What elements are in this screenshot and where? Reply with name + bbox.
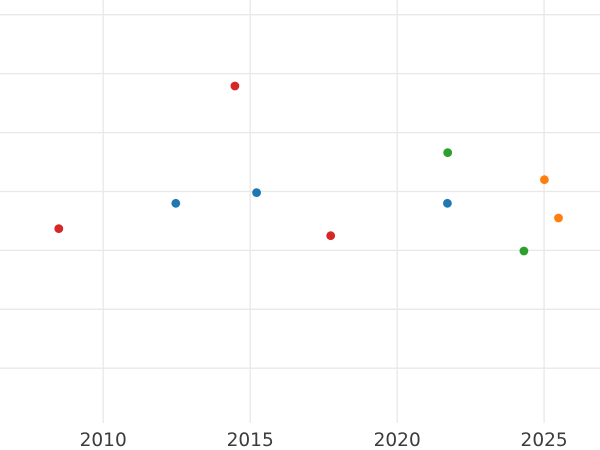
x-axis-tick-labels: 2010 2015 2020 2025 [80, 430, 568, 450]
x-tick-label: 2025 [521, 430, 568, 450]
data-point-red [230, 81, 240, 91]
x-tick-label: 2020 [374, 430, 421, 450]
points-layer [54, 81, 563, 256]
x-tick-label: 2015 [227, 430, 274, 450]
x-tick-label: 2010 [80, 430, 127, 450]
data-point-green [443, 148, 453, 158]
grid-layer [0, 0, 600, 423]
data-point-orange [540, 175, 549, 185]
data-point-red [326, 231, 336, 241]
data-point-blue [443, 198, 452, 208]
data-point-green [519, 246, 529, 256]
data-point-blue [252, 188, 261, 198]
data-point-orange [554, 213, 563, 223]
data-point-blue [171, 198, 181, 208]
data-point-red [54, 224, 64, 234]
